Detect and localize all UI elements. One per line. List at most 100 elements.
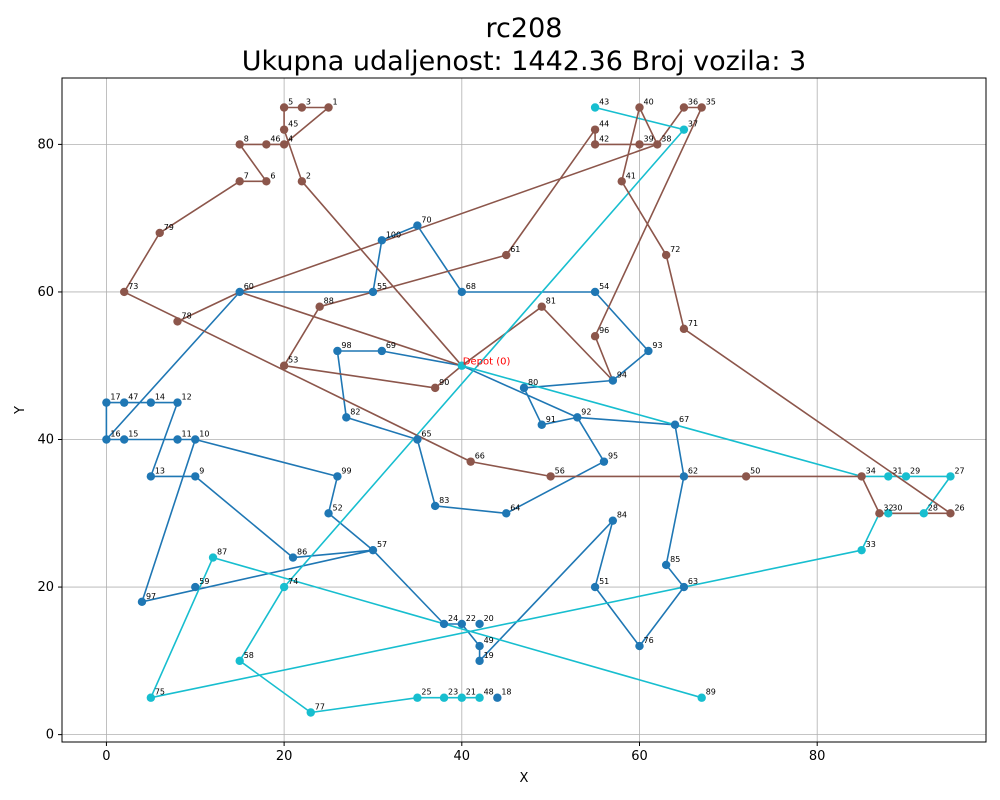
node-label: 37 (688, 120, 698, 129)
node-label: 95 (608, 452, 618, 461)
node-label: 76 (644, 636, 654, 645)
node-point (741, 472, 751, 481)
node-label: 77 (315, 702, 325, 711)
node-label: 5 (288, 98, 293, 107)
node-point (537, 420, 546, 429)
node-label: 99 (341, 466, 351, 475)
node-point (368, 287, 378, 297)
node-label: 34 (866, 466, 876, 475)
node-label: 82 (350, 407, 360, 416)
node-label: 89 (706, 688, 716, 697)
node-label: 3 (306, 98, 311, 107)
node-point (475, 693, 484, 702)
node-label: 55 (377, 282, 387, 291)
node-label: 28 (928, 503, 938, 512)
node-point (279, 125, 289, 134)
node-label: 11 (182, 430, 192, 439)
node-label: 30 (892, 503, 902, 512)
node-label: 15 (128, 430, 138, 439)
node-point (546, 472, 555, 481)
node-point (279, 103, 289, 112)
node-point (919, 509, 929, 518)
node-label: 90 (439, 378, 449, 387)
node-point (119, 398, 129, 407)
node-point (475, 656, 484, 666)
node-point (102, 398, 111, 407)
node-point (457, 693, 467, 702)
node-label: 21 (466, 688, 476, 697)
node-point (590, 287, 600, 297)
node-label: 54 (599, 282, 609, 291)
node-point (208, 553, 218, 562)
node-point (377, 346, 387, 356)
route-line-5 (123, 106, 952, 515)
node-label: 69 (386, 341, 396, 350)
node-label: 18 (501, 688, 511, 697)
node-label: 87 (217, 548, 227, 557)
node-label: 14 (155, 393, 165, 402)
node-point (884, 472, 893, 481)
node-label: 75 (155, 688, 165, 697)
node-point (679, 472, 689, 481)
node-point (191, 435, 200, 444)
x-tick-label: 80 (809, 749, 826, 764)
node-label: 67 (679, 415, 689, 424)
x-axis-label: X (520, 771, 529, 786)
node-point (599, 457, 609, 466)
node-label: 27 (954, 466, 964, 475)
node-label: 96 (599, 326, 609, 335)
node-point (146, 398, 156, 407)
node-label: 38 (661, 134, 671, 143)
node-label: 8 (244, 134, 249, 143)
node-point (661, 560, 671, 570)
x-tick-label: 20 (276, 749, 293, 764)
node-label: 72 (670, 245, 680, 254)
node-point (493, 693, 502, 702)
node-label: 13 (155, 466, 165, 475)
node-point (590, 103, 600, 112)
node-point (377, 236, 387, 245)
node-point (279, 361, 289, 370)
node-label: 86 (297, 548, 307, 557)
node-label: 23 (448, 688, 458, 697)
node-point (262, 140, 271, 149)
node-label: 33 (866, 540, 876, 549)
node-point (439, 619, 449, 629)
node-point (635, 641, 644, 651)
node-label: 49 (484, 636, 494, 645)
node-point (502, 250, 511, 260)
node-label: 98 (341, 341, 351, 350)
node-label: 6 (270, 171, 275, 180)
node-point (333, 472, 342, 481)
node-point (644, 346, 653, 356)
node-point (697, 103, 706, 112)
node-point (235, 177, 244, 186)
node-point (661, 250, 671, 260)
node-label: 42 (599, 134, 609, 143)
node-point (679, 582, 689, 592)
node-label: 31 (892, 466, 902, 475)
node-point (457, 619, 467, 629)
node-label: 43 (599, 98, 609, 107)
node-point (279, 140, 289, 149)
node-label: 57 (377, 540, 387, 549)
node-point (573, 413, 582, 422)
node-point (679, 324, 689, 334)
node-label: 50 (750, 466, 760, 475)
node-label: 66 (475, 452, 485, 461)
node-point (608, 376, 618, 385)
node-label: 85 (670, 555, 680, 564)
node-label: 94 (617, 370, 627, 379)
node-label: 46 (270, 134, 280, 143)
node-point (413, 221, 422, 230)
node-label: 62 (688, 466, 698, 475)
node-point (635, 103, 644, 112)
node-label: 88 (324, 297, 334, 306)
node-point (155, 228, 164, 238)
node-label: 59 (199, 577, 209, 586)
chart-title-line2: Ukupna udaljenost: 1442.36 Broj vozila: … (242, 46, 806, 77)
node-label: 100 (386, 230, 401, 239)
node-point (173, 317, 182, 326)
node-label: 35 (706, 98, 716, 107)
node-point (439, 693, 449, 702)
